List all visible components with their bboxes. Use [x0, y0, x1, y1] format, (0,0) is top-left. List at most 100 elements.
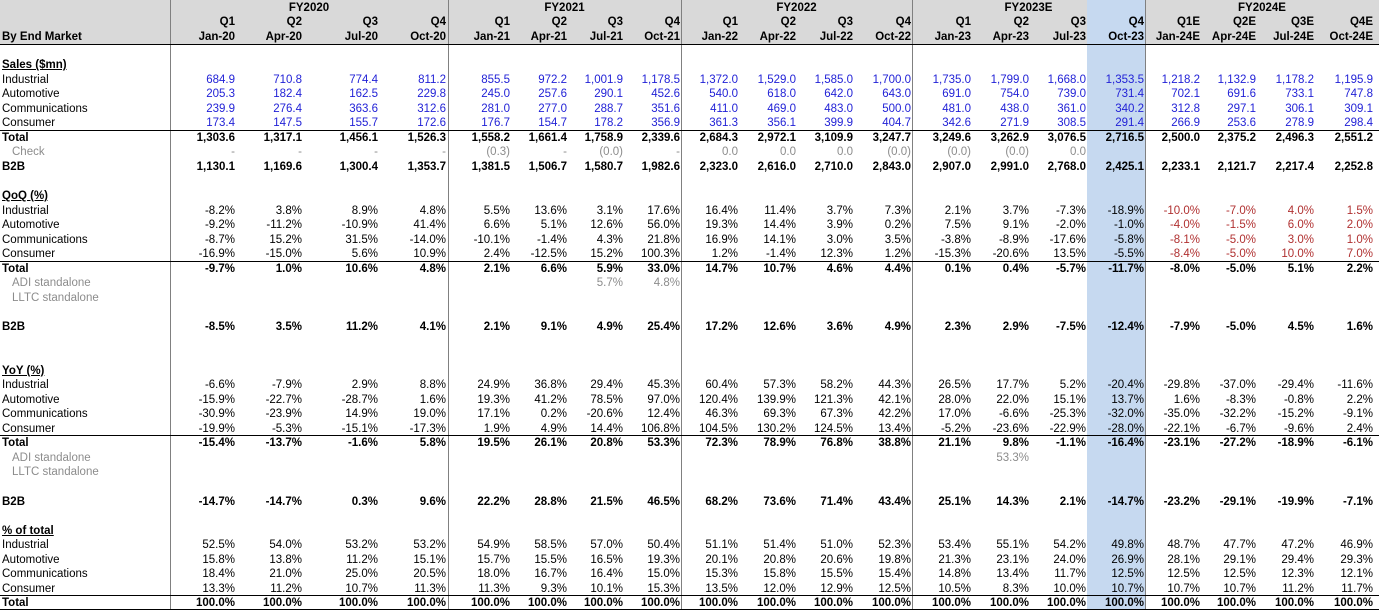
cell-value: - [298, 146, 302, 158]
cell-value: 5.6% [351, 248, 378, 260]
cell-value [1202, 145, 1256, 159]
cell-value: 36.8% [534, 379, 567, 391]
cell-value: 2,716.5 [1105, 132, 1144, 144]
cell-value: -5.0% [1225, 321, 1256, 333]
cell-value: 47.2% [1281, 539, 1314, 551]
cell-value: -7.9% [1169, 321, 1200, 333]
cell-value: 15.1% [1053, 394, 1086, 406]
quarter-header: Q3 [837, 16, 853, 28]
year-divider [681, 0, 682, 610]
year-divider [1145, 0, 1146, 610]
cell-value: 1.6% [1173, 394, 1200, 406]
cell-value: 342.6 [942, 117, 971, 129]
cell-value: 16.5% [590, 554, 623, 566]
row-label: ADI standalone [12, 452, 91, 464]
cell-value: 2.1% [1059, 496, 1086, 508]
cell-value: 13.4% [878, 423, 911, 435]
cell-value: 340.2 [1115, 103, 1144, 115]
cell-value: 0.0 [1070, 146, 1086, 158]
cell-value: 1,317.1 [263, 132, 302, 144]
row-label: Industrial [2, 74, 49, 86]
cell-value: -22.1% [1163, 423, 1200, 435]
cell-value: 21.0% [269, 568, 302, 580]
cell-value: -14.7% [265, 496, 302, 508]
cell-value: -29.4% [1277, 379, 1314, 391]
cell-value: 11.3% [478, 583, 510, 595]
cell-value: 29.1% [1223, 554, 1256, 566]
cell-value: 100.0% [583, 597, 623, 609]
cell-value: 17.0% [938, 408, 971, 420]
row-label: Communications [2, 234, 88, 246]
cell-value: 11.4% [764, 205, 796, 217]
cell-value: 16.9% [705, 234, 738, 246]
quarter-header: Q2E [1232, 16, 1256, 28]
cell-value: 4.1% [419, 321, 446, 333]
cell-value: -14.0% [409, 234, 446, 246]
cell-value: 3.8% [275, 205, 302, 217]
cell-value [798, 276, 853, 290]
cell-value: 253.6 [1227, 117, 1256, 129]
cell-value: -3.8% [940, 234, 971, 246]
row-label: Automotive [2, 88, 60, 100]
cell-value: 17.1% [477, 408, 510, 420]
row-label: % of total [2, 525, 54, 537]
cell-value: -6.1% [1342, 437, 1373, 449]
year-divider [912, 0, 913, 610]
cell-value: 1,372.0 [699, 74, 738, 86]
cell-value: 147.5 [273, 117, 302, 129]
date-header: Jul-23 [1052, 31, 1086, 43]
cell-value: 12.5% [878, 583, 911, 595]
year-header: FY2021 [544, 2, 585, 14]
row-label: Communications [2, 103, 88, 115]
cell-value: 1,661.4 [528, 132, 567, 144]
cell-value: -7.1% [1342, 496, 1373, 508]
cell-value: 51.1% [705, 539, 738, 551]
cell-value: 41.2% [534, 394, 567, 406]
cell-value: 57.3% [763, 379, 796, 391]
cell-value: -5.3% [271, 423, 302, 435]
total-rule [0, 595, 1379, 596]
date-header: Jan-23 [934, 31, 971, 43]
quarter-header: Q2 [1013, 16, 1029, 28]
cell-value: 1,001.9 [584, 74, 623, 86]
cell-value: 42.2% [878, 408, 911, 420]
cell-value: 404.7 [882, 117, 911, 129]
cell-value: 100.3% [640, 248, 680, 260]
cell-value: 78.5% [590, 394, 623, 406]
cell-value [382, 276, 446, 290]
cell-value: 47.7% [1223, 539, 1256, 551]
cell-value: 14.4% [590, 423, 623, 435]
cell-value: -9.7% [204, 263, 235, 275]
cell-value: 76.8% [820, 437, 853, 449]
cell-value: 481.0 [942, 103, 971, 115]
cell-value: 0.2% [884, 219, 911, 231]
row-label: Industrial [2, 539, 49, 551]
row-label: Total [2, 263, 29, 275]
cell-value: (0.0) [947, 146, 971, 158]
cell-value: 72.3% [705, 437, 738, 449]
cell-value: 452.6 [651, 88, 680, 100]
cell-value: 10.0% [1053, 583, 1086, 595]
cell-value: -18.9% [1277, 437, 1314, 449]
cell-value: -15.2% [1277, 408, 1314, 420]
cell-value: 21.8% [647, 234, 680, 246]
cell-value [1088, 276, 1144, 290]
cell-value [682, 276, 738, 290]
cell-value: -5.0% [1225, 263, 1256, 275]
cell-value: 0.0 [837, 146, 853, 158]
cell-value: -17.3% [409, 423, 446, 435]
header-background [0, 0, 1379, 44]
cell-value: (0.0) [887, 146, 911, 158]
cell-value: 15.2% [590, 248, 623, 260]
cell-value: -9.2% [204, 219, 235, 231]
quarter-header: Q1E [1176, 16, 1200, 28]
cell-value: -16.4% [1107, 437, 1144, 449]
cell-value: 3.7% [1002, 205, 1029, 217]
cell-value: 4.9% [884, 321, 911, 333]
cell-value: 14.8% [938, 568, 971, 580]
cell-value: 46.3% [705, 408, 738, 420]
cell-value: 73.6% [763, 496, 796, 508]
cell-value: -8.4% [1169, 248, 1200, 260]
cell-value: -23.9% [265, 408, 302, 420]
cell-value: 7.3% [884, 205, 911, 217]
